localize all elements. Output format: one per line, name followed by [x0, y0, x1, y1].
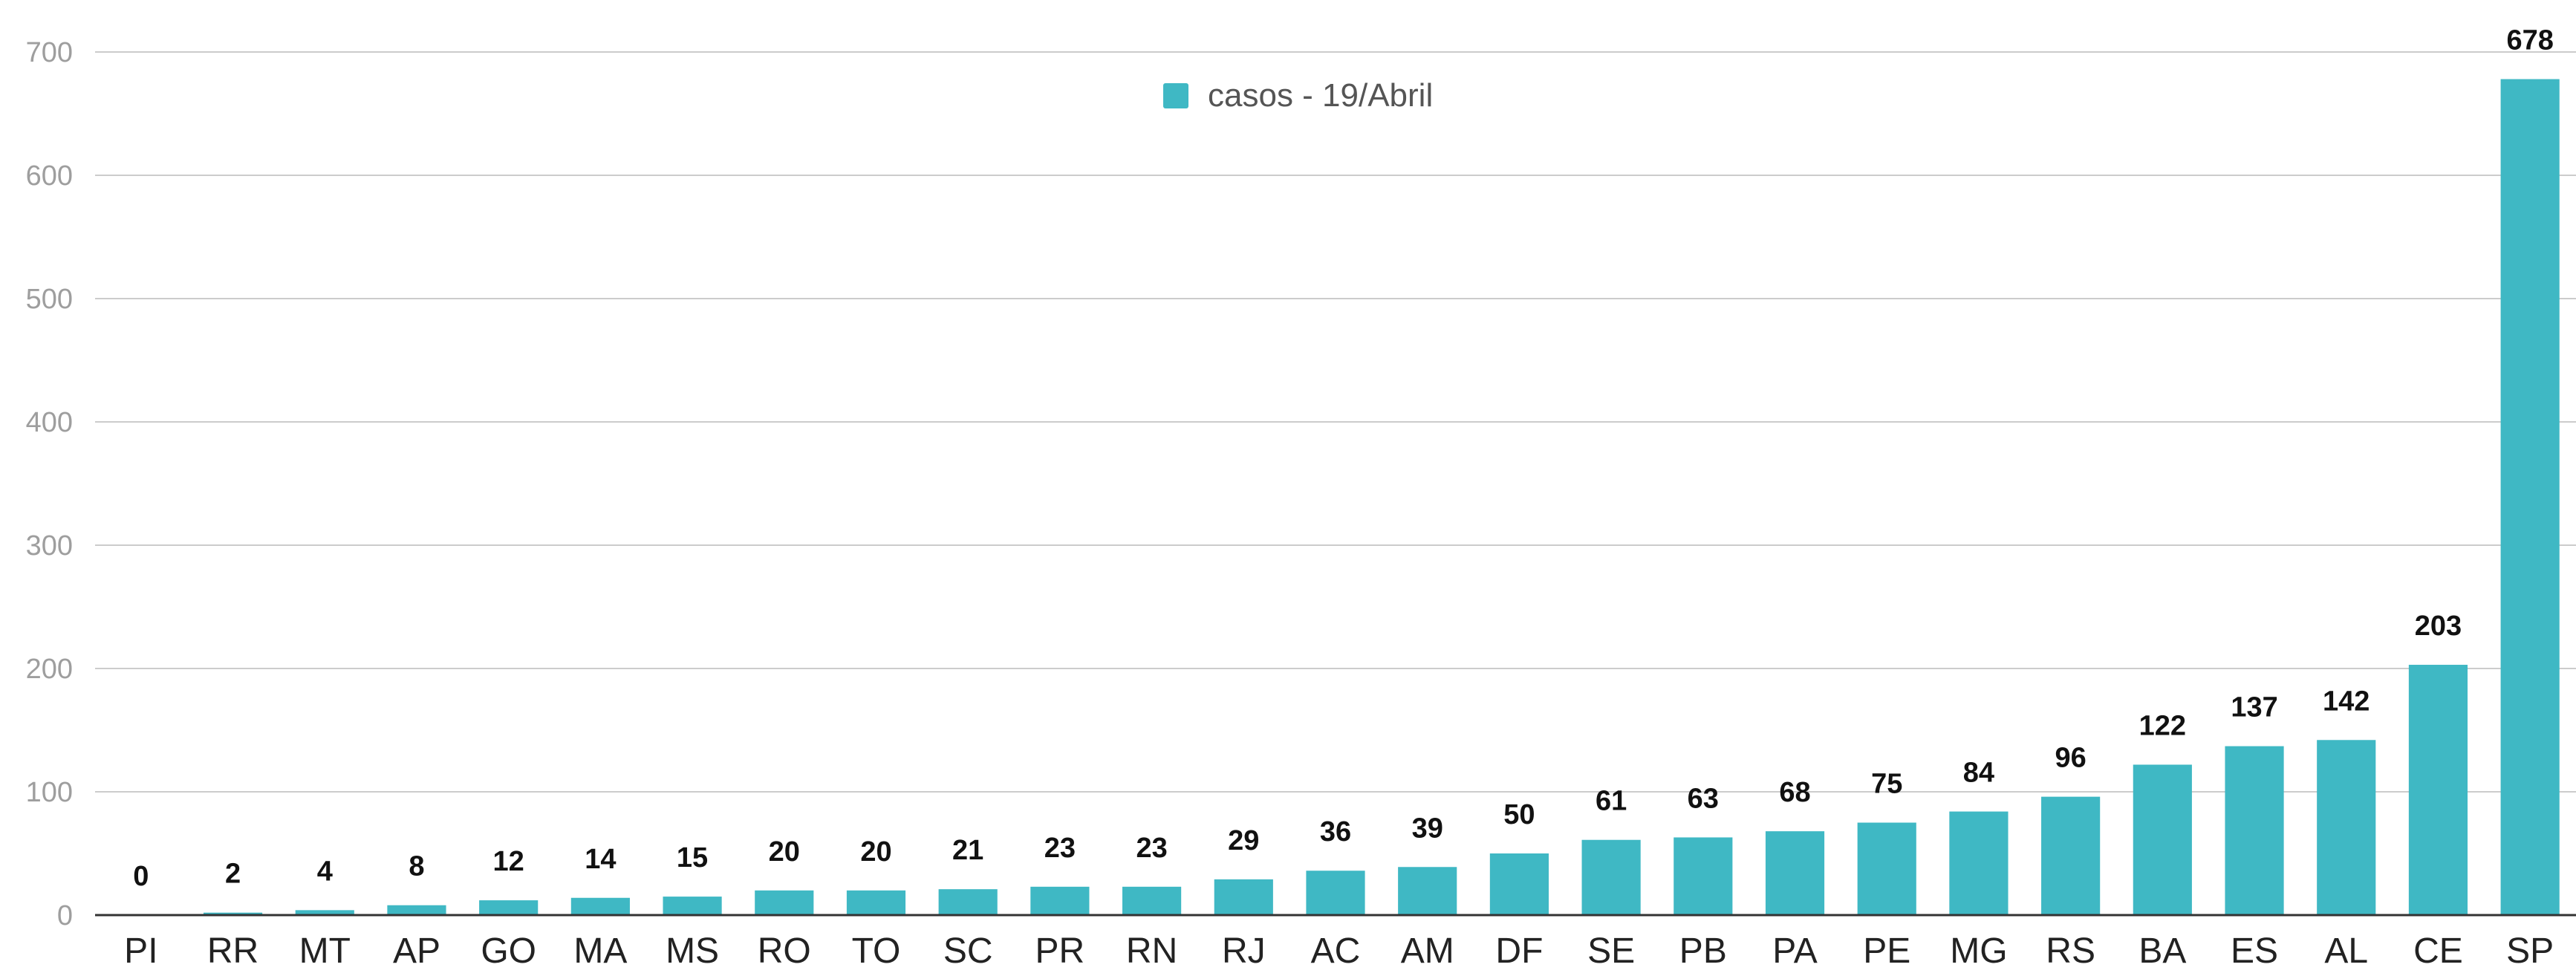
bar-am	[1398, 867, 1457, 915]
data-label: 20	[860, 836, 891, 868]
y-tick-label: 300	[26, 530, 73, 562]
data-label: 12	[493, 846, 524, 877]
data-label: 20	[769, 836, 800, 868]
x-tick-label: PI	[124, 931, 157, 971]
x-tick-label: CE	[2413, 931, 2463, 971]
data-label: 137	[2231, 692, 2277, 723]
x-tick-label: RN	[1126, 931, 1177, 971]
data-label: 21	[952, 835, 983, 866]
data-label: 23	[1044, 833, 1076, 864]
x-tick-label: RR	[207, 931, 258, 971]
bar-ac	[1306, 871, 1365, 915]
x-tick-label: SE	[1587, 931, 1635, 971]
bar-al	[2317, 740, 2376, 915]
data-label: 63	[1688, 783, 1719, 814]
data-label: 36	[1320, 816, 1351, 848]
legend-label: casos - 19/Abril	[1208, 77, 1433, 114]
x-tick-label: AC	[1311, 931, 1361, 971]
y-tick-label: 700	[26, 37, 73, 68]
bar-df	[1489, 853, 1549, 915]
data-label: 96	[2055, 743, 2086, 774]
data-label: 8	[409, 851, 424, 882]
x-tick-label: AP	[393, 931, 440, 971]
x-tick-label: SC	[943, 931, 993, 971]
bar-ce	[2408, 665, 2468, 915]
x-tick-label: RS	[2046, 931, 2095, 971]
data-label: 23	[1136, 833, 1167, 864]
bars	[203, 79, 2560, 915]
legend: casos - 19/Abril	[1163, 77, 1433, 114]
y-tick-label: 200	[26, 654, 73, 685]
x-tick-label: AM	[1401, 931, 1454, 971]
data-label: 678	[2506, 25, 2553, 56]
bar-ro	[755, 890, 814, 915]
x-tick-label: ES	[2231, 931, 2278, 971]
x-tick-label: PB	[1679, 931, 1727, 971]
data-label: 0	[133, 861, 149, 892]
data-label: 29	[1228, 825, 1259, 856]
bar-to	[846, 890, 906, 915]
y-tick-label: 600	[26, 160, 73, 192]
x-tick-label: TO	[852, 931, 901, 971]
x-tick-label: GO	[481, 931, 536, 971]
x-tick-label: PR	[1035, 931, 1085, 971]
x-tick-label: RO	[758, 931, 811, 971]
y-axis-ticks: 0 100 200 300 400 500 600 700	[26, 37, 73, 931]
data-label: 75	[1871, 769, 1902, 800]
data-label: 122	[2139, 710, 2186, 741]
legend-swatch	[1163, 83, 1188, 108]
data-label: 68	[1779, 777, 1810, 808]
x-tick-label: PE	[1863, 931, 1910, 971]
data-labels: 0 2 4 8 12 14 15 20 20 21 23 23 29 36 39 50 61 63 68 75 84 96…	[133, 25, 2554, 892]
data-label: 4	[317, 856, 333, 887]
y-tick-label: 0	[57, 900, 73, 931]
bar-rn	[1122, 886, 1182, 915]
data-label: 203	[2415, 611, 2462, 642]
x-tick-label: RJ	[1222, 931, 1266, 971]
x-tick-label: MT	[299, 931, 351, 971]
x-tick-label: DF	[1495, 931, 1543, 971]
x-tick-label: BA	[2138, 931, 2186, 971]
bar-sc	[938, 889, 998, 915]
x-tick-label: MA	[573, 931, 627, 971]
bar-mg	[1949, 811, 2009, 915]
y-tick-label: 100	[26, 777, 73, 808]
x-tick-label: AL	[2324, 931, 2368, 971]
bar-pb	[1674, 837, 1733, 915]
bar-rj	[1214, 879, 1273, 915]
bar-rs	[2041, 796, 2101, 915]
bar-es	[2225, 746, 2284, 915]
x-tick-label: MG	[1950, 931, 2007, 971]
x-tick-label: MS	[666, 931, 719, 971]
y-tick-label: 500	[26, 284, 73, 315]
x-tick-label: SP	[2506, 931, 2554, 971]
bar-pe	[1857, 822, 1916, 915]
gridlines	[95, 51, 2576, 793]
bar-go	[479, 900, 539, 915]
bar-ma	[570, 897, 630, 915]
bar-mt	[295, 910, 354, 915]
data-label: 84	[1963, 758, 1994, 789]
data-label: 61	[1596, 786, 1627, 817]
bar-pr	[1030, 886, 1090, 915]
data-label: 2	[225, 859, 241, 890]
data-label: 14	[585, 844, 616, 875]
data-label: 50	[1503, 799, 1535, 830]
bar-ms	[663, 897, 722, 915]
bar-ba	[2133, 764, 2192, 915]
bar-se	[1581, 839, 1641, 915]
y-tick-label: 400	[26, 407, 73, 438]
data-label: 15	[677, 842, 708, 873]
x-axis-ticks: PI RR MT AP GO MA MS RO TO SC PR RN RJ AC AM DF SE PB PA PE…	[124, 931, 2554, 971]
bar-sp	[2500, 79, 2560, 915]
bar-pa	[1765, 831, 1825, 915]
bar-rr	[203, 912, 263, 915]
data-label: 39	[1412, 813, 1443, 844]
bar-ap	[387, 905, 446, 915]
x-tick-label: PA	[1772, 931, 1817, 971]
data-label: 142	[2323, 686, 2370, 717]
